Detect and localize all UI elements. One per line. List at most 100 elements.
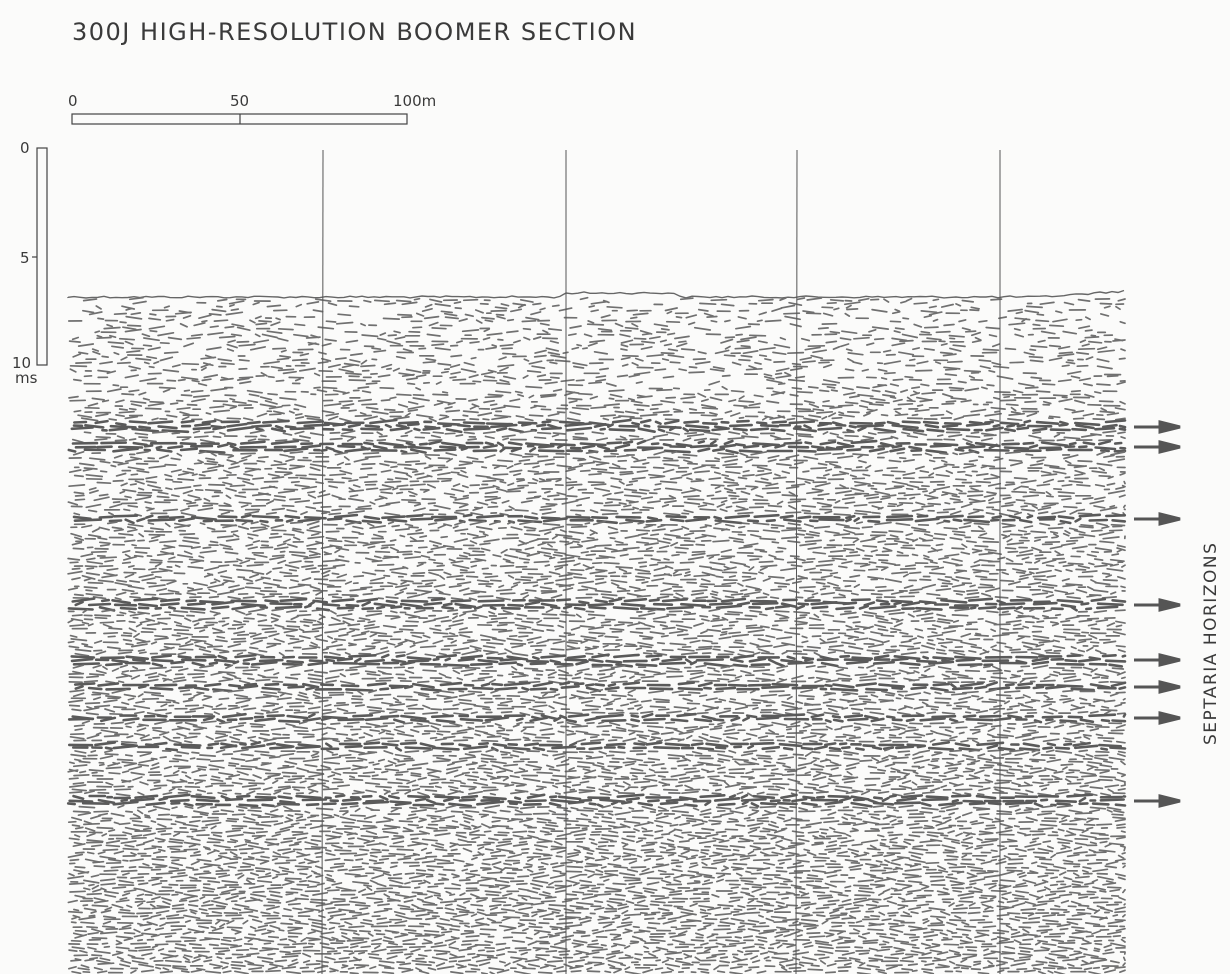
reflector-strokes — [73, 583, 1126, 591]
reflector-strokes — [88, 485, 1125, 493]
reflector-strokes — [74, 600, 1124, 609]
reflector-strokes — [70, 828, 1126, 836]
reflector-strokes — [67, 618, 1126, 626]
reflector-strokes — [67, 898, 1123, 906]
reflector-strokes — [72, 807, 1125, 815]
reflector-strokes — [71, 821, 1126, 829]
reflector-strokes — [71, 436, 1114, 444]
reflector-strokes — [99, 457, 1126, 465]
reflector-strokes — [67, 499, 1105, 507]
reflector-strokes — [69, 734, 1115, 741]
reflector-strokes — [91, 527, 1123, 535]
reflector-strokes — [67, 769, 1126, 776]
reflector-strokes — [68, 702, 1123, 710]
reflector-strokes — [70, 657, 1127, 665]
reflector-strokes — [67, 317, 1126, 325]
reflector-strokes — [72, 513, 1127, 521]
reflector-strokes — [73, 772, 1126, 780]
reflector-strokes — [82, 895, 1126, 902]
reflector-strokes — [74, 534, 1126, 542]
reflector-strokes — [68, 776, 1126, 783]
reflector-strokes — [70, 958, 1120, 965]
reflector-strokes — [106, 370, 1122, 377]
reflector-strokes — [67, 587, 1126, 594]
reflector-strokes — [85, 387, 1118, 395]
reflector-strokes — [67, 446, 1127, 455]
reflector-strokes — [70, 695, 1126, 703]
reflector-strokes — [68, 674, 1126, 682]
horizon-arrow — [1134, 512, 1181, 526]
horizon-arrow — [1134, 420, 1181, 434]
reflector-strokes — [68, 881, 1117, 888]
reflector-strokes — [67, 818, 1126, 825]
scale-label: 0 — [20, 139, 30, 157]
reflector-strokes — [74, 926, 1126, 934]
reflector-strokes — [68, 454, 1126, 461]
reflector-strokes — [68, 741, 1123, 749]
reflector-strokes — [119, 384, 1039, 391]
reflector-strokes — [88, 310, 1110, 318]
reflector-strokes — [80, 552, 1120, 559]
reflector-strokes — [72, 842, 1126, 850]
reflector-strokes — [68, 860, 1126, 867]
reflector-strokes — [96, 331, 1114, 339]
reflector-strokes — [70, 919, 1124, 927]
reflector-strokes — [67, 874, 1126, 881]
reflector-strokes — [90, 548, 1123, 556]
reflector-strokes — [74, 646, 1126, 654]
reflector-strokes — [72, 930, 1122, 937]
horizon-arrow — [1134, 680, 1181, 694]
seismic-section — [66, 289, 1127, 974]
fix-lines — [321, 149, 1001, 974]
reflector-strokes — [67, 853, 1125, 860]
reflector-strokes — [74, 849, 1126, 857]
reflector-strokes — [73, 681, 1127, 689]
reflector-strokes — [70, 751, 1126, 759]
reflector-strokes — [82, 846, 1126, 853]
reflector-strokes — [91, 345, 1126, 353]
reflector-strokes — [77, 342, 1090, 349]
reflector-strokes — [72, 667, 1121, 675]
reflector-strokes — [82, 307, 1087, 314]
reflector-strokes — [73, 867, 1109, 874]
horizon-arrow — [1134, 711, 1181, 725]
reflector-strokes — [66, 800, 1127, 808]
reflector-strokes — [70, 524, 1123, 531]
reflector-strokes — [67, 716, 1127, 724]
reflector-strokes — [75, 359, 1076, 367]
scale-label: 5 — [20, 249, 30, 267]
reflector-strokes — [67, 555, 1125, 563]
reflector-strokes — [72, 793, 1127, 801]
reflector-strokes — [72, 744, 1127, 752]
reflector-strokes — [82, 902, 1126, 909]
scale-label: 100m — [393, 92, 436, 110]
reflector-strokes — [83, 373, 1119, 381]
reflector-strokes — [69, 559, 1124, 566]
reflector-strokes — [67, 909, 1126, 916]
reflector-strokes — [74, 825, 1126, 832]
reflector-strokes — [68, 643, 1126, 650]
scale-label: 10 — [12, 354, 31, 372]
reflector-strokes — [71, 916, 1126, 923]
reflector-strokes — [69, 366, 996, 374]
reflector-strokes — [72, 422, 1127, 430]
reflector-strokes — [82, 296, 1126, 304]
reflector-strokes — [69, 632, 1121, 640]
reflector-strokes — [70, 877, 1114, 885]
reflector-strokes — [67, 639, 1117, 647]
reflector-strokes — [78, 461, 1113, 468]
reflector-strokes — [69, 856, 1126, 864]
figure-title: 300J HIGH-RESOLUTION BOOMER SECTION — [72, 18, 637, 46]
reflector-strokes — [73, 510, 1126, 517]
reflector-strokes — [70, 531, 1115, 538]
reflector-strokes — [73, 408, 1116, 416]
reflector-strokes — [72, 912, 1126, 920]
reflector-strokes — [69, 688, 1126, 696]
reflector-strokes — [72, 779, 1126, 787]
reflector-strokes — [72, 692, 1119, 699]
scale-label: 50 — [230, 92, 249, 110]
reflector-strokes — [69, 398, 1126, 405]
reflector-strokes — [73, 737, 1126, 745]
reflector-strokes — [84, 405, 1126, 412]
